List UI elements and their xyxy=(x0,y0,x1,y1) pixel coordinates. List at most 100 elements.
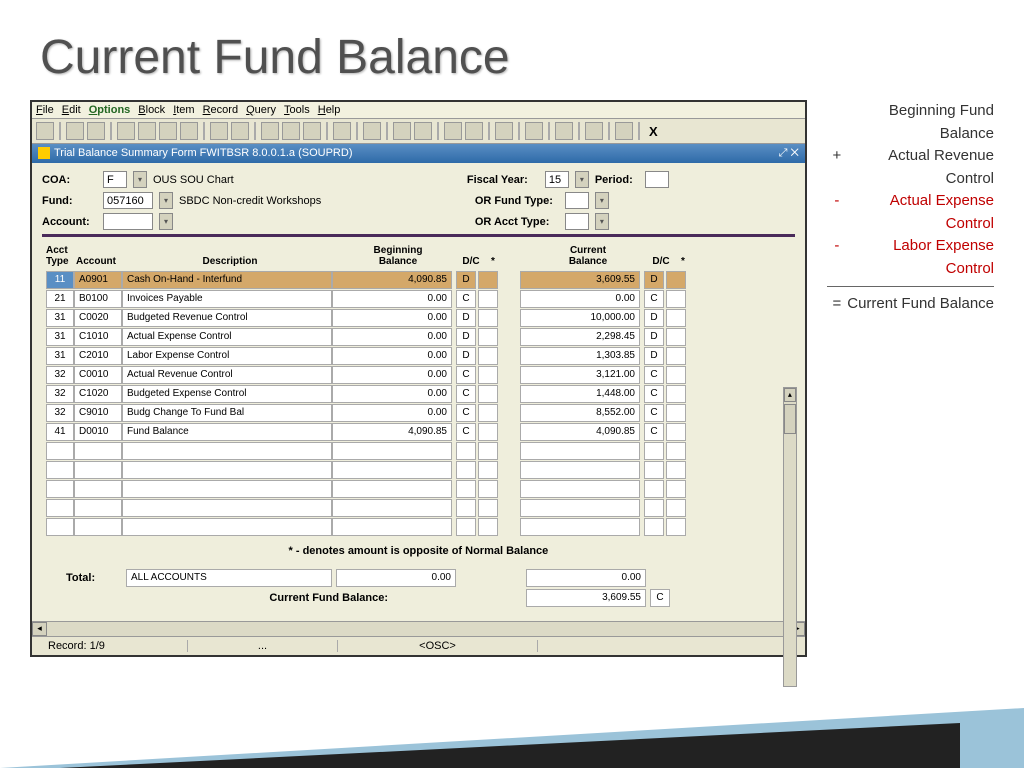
toolbar: X xyxy=(32,119,805,144)
table-row[interactable]: 32C9010Budg Change To Fund Bal0.00C8,552… xyxy=(46,404,791,422)
orfund-label: OR Fund Type: xyxy=(475,195,559,207)
dropdown-icon[interactable]: ▾ xyxy=(133,171,147,188)
table-row[interactable]: 11A0901Cash On-Hand - Interfund4,090.85D… xyxy=(46,271,791,289)
menu-file[interactable]: File xyxy=(36,104,54,116)
close-x[interactable]: X xyxy=(645,124,662,139)
scroll-up-icon[interactable]: ▴ xyxy=(784,388,796,402)
scroll-thumb[interactable] xyxy=(784,404,796,434)
table-row-empty xyxy=(46,499,791,517)
scroll-left-icon[interactable]: ◂ xyxy=(32,622,47,636)
cfb-value: 3,609.55 xyxy=(526,589,646,607)
tb-icon[interactable] xyxy=(465,122,483,140)
save-icon[interactable] xyxy=(36,122,54,140)
tb-icon[interactable] xyxy=(138,122,156,140)
period-field[interactable] xyxy=(645,171,669,188)
fund-field[interactable] xyxy=(103,192,153,209)
dropdown-icon[interactable]: ▾ xyxy=(159,192,173,209)
app-window: File Edit Options Block Item Record Query Tools… xyxy=(30,100,807,657)
menu-block[interactable]: Block xyxy=(138,104,165,116)
tb-icon[interactable] xyxy=(333,122,351,140)
total-label: Total: xyxy=(66,572,126,584)
slide-title: Current Fund Balance xyxy=(0,0,1024,100)
tb-icon[interactable] xyxy=(117,122,135,140)
dropdown-icon[interactable]: ▾ xyxy=(595,192,609,209)
tb-icon[interactable] xyxy=(414,122,432,140)
dropdown-icon[interactable]: ▾ xyxy=(575,171,589,188)
header-dc2: D/C xyxy=(650,256,672,267)
menu-help[interactable]: Help xyxy=(318,104,341,116)
table-row[interactable]: 31C2010Labor Expense Control0.00D1,303.8… xyxy=(46,347,791,365)
period-label: Period: xyxy=(595,174,639,186)
table-row-empty xyxy=(46,461,791,479)
divider xyxy=(42,234,795,237)
table-row[interactable]: 31C1010Actual Expense Control0.00D2,298.… xyxy=(46,328,791,346)
tb-icon[interactable] xyxy=(261,122,279,140)
tb-icon[interactable] xyxy=(282,122,300,140)
formula-line: -Labor Expense Control xyxy=(827,235,994,280)
tb-icon[interactable] xyxy=(303,122,321,140)
table-row[interactable]: 31C0020Budgeted Revenue Control0.00D10,0… xyxy=(46,309,791,327)
header-desc: Description xyxy=(124,256,336,267)
vertical-scrollbar[interactable]: ▴ xyxy=(783,387,797,687)
account-field[interactable] xyxy=(103,213,153,230)
header-account: Account xyxy=(76,256,124,267)
total-beg: 0.00 xyxy=(336,569,456,587)
table-row[interactable]: 32C0010Actual Revenue Control0.00C3,121.… xyxy=(46,366,791,384)
menu-tools[interactable]: Tools xyxy=(284,104,310,116)
header-star: * xyxy=(482,256,504,267)
menu-query[interactable]: Query xyxy=(246,104,276,116)
tb-icon[interactable] xyxy=(444,122,462,140)
oracct-field[interactable] xyxy=(565,213,589,230)
menu-item[interactable]: Item xyxy=(173,104,194,116)
data-grid: 11A0901Cash On-Hand - Interfund4,090.85D… xyxy=(42,271,795,536)
tb-icon[interactable] xyxy=(159,122,177,140)
cfb-label: Current Fund Balance: xyxy=(46,592,398,604)
tb-icon[interactable] xyxy=(231,122,249,140)
tb-icon[interactable] xyxy=(180,122,198,140)
tb-icon[interactable] xyxy=(210,122,228,140)
coa-desc: OUS SOU Chart xyxy=(153,174,343,186)
table-row[interactable]: 21B0100Invoices Payable0.00C0.00C xyxy=(46,290,791,308)
total-cur: 0.00 xyxy=(526,569,646,587)
orfund-field[interactable] xyxy=(565,192,589,209)
oracct-label: OR Acct Type: xyxy=(475,216,559,228)
dropdown-icon[interactable]: ▾ xyxy=(159,213,173,230)
cfb-dc: C xyxy=(650,589,670,607)
formula-sidebar: Beginning Fund Balance+Actual Revenue Co… xyxy=(827,100,994,657)
formula-line: +Actual Revenue Control xyxy=(827,145,994,190)
horizontal-scrollbar[interactable]: ◂ ▸ xyxy=(32,621,805,636)
status-osc: <OSC> xyxy=(338,640,538,652)
tb-icon[interactable] xyxy=(555,122,573,140)
table-row-empty xyxy=(46,518,791,536)
tb-icon[interactable] xyxy=(495,122,513,140)
menubar: File Edit Options Block Item Record Query Tools… xyxy=(32,102,805,119)
table-row[interactable]: 32C1020Budgeted Expense Control0.00C1,44… xyxy=(46,385,791,403)
formula-line: Beginning Fund Balance xyxy=(827,100,994,145)
status-mid: ... xyxy=(188,640,338,652)
menu-edit[interactable]: Edit xyxy=(62,104,81,116)
tb-icon[interactable] xyxy=(87,122,105,140)
footnote: * - denotes amount is opposite of Normal… xyxy=(42,537,795,565)
tb-icon[interactable] xyxy=(525,122,543,140)
help-icon[interactable] xyxy=(585,122,603,140)
fy-field[interactable] xyxy=(545,171,569,188)
print-icon[interactable] xyxy=(363,122,381,140)
dropdown-icon[interactable]: ▾ xyxy=(595,213,609,230)
table-row[interactable]: 41D0010Fund Balance4,090.85C4,090.85C xyxy=(46,423,791,441)
total-account: ALL ACCOUNTS xyxy=(126,569,332,587)
titlebar: Trial Balance Summary Form FWITBSR 8.0.0… xyxy=(32,144,805,163)
menu-record[interactable]: Record xyxy=(203,104,238,116)
header-dc: D/C xyxy=(460,256,482,267)
tb-icon[interactable] xyxy=(66,122,84,140)
header-star2: * xyxy=(672,256,694,267)
coa-field[interactable] xyxy=(103,171,127,188)
coa-label: COA: xyxy=(42,174,97,186)
fund-label: Fund: xyxy=(42,195,97,207)
tb-icon[interactable] xyxy=(615,122,633,140)
record-status: Record: 1/9 xyxy=(38,640,188,652)
tb-icon[interactable] xyxy=(393,122,411,140)
menu-options[interactable]: Options xyxy=(89,104,131,116)
account-label: Account: xyxy=(42,216,97,228)
decorative-triangle xyxy=(0,708,1024,768)
window-controls[interactable]: ⤢ ✕ xyxy=(779,147,799,160)
